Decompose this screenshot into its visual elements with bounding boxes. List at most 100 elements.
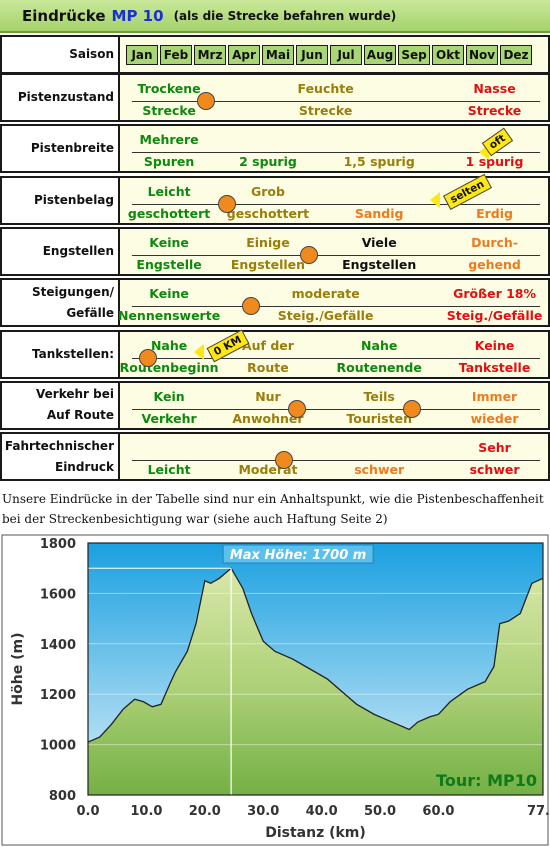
row-label-text: Pistenbelag: [34, 192, 114, 207]
scale-label-bottom: Strecke: [298, 103, 353, 118]
tour-label: Tour: MP10: [436, 771, 537, 790]
rating-row: Pistenzustand Trockene Strecke Feuchte Strec…: [0, 73, 550, 122]
row-label-text: Pistenbreite: [30, 141, 114, 156]
row-label-text: Pistenzustand: [17, 90, 114, 104]
scale-line: [132, 101, 540, 102]
scale-label-top: Auf der: [241, 337, 294, 353]
tag-arrow-icon: [430, 191, 440, 208]
month-cell: Apr: [228, 45, 260, 65]
scale-label-top: Grob: [250, 183, 285, 199]
scale-label-bottom: Sandig: [354, 205, 404, 221]
scale-label-bottom: schwer: [354, 462, 405, 478]
scale-label-top: Nur: [255, 388, 281, 404]
scale-label-bottom: wieder: [470, 410, 519, 426]
scale-label-bottom: 1,5 spurig: [343, 154, 415, 170]
y-axis-label: Höhe (m): [10, 632, 26, 705]
scale-label-top: Keine: [474, 337, 515, 353]
max-annotation: Max Höhe: 1700 m: [230, 548, 366, 563]
row-label: Pistenbelag: [2, 177, 120, 223]
row-label: Engstellen: [2, 228, 120, 274]
row-label-text: Engstellen: [42, 243, 114, 258]
scale-label-top: Trockene: [137, 81, 201, 96]
rating-row: Tankstellen: Nahe Routenbeginn Auf der Route…: [0, 329, 550, 379]
x-tick-label: 10.0: [130, 804, 162, 819]
scale-label-top: Teils: [363, 388, 395, 404]
plot-border: [87, 542, 544, 796]
row-label-text: Gefälle: [66, 305, 114, 320]
x-tick-label: 30.0: [247, 804, 279, 819]
rating-row: Steigungen/Gefälle Keine Nennenswerte moder…: [0, 278, 550, 328]
page-subtitle: (als die Strecke befahren wurde): [173, 8, 397, 23]
scale-label-bottom: Strecke: [142, 103, 196, 118]
month-cell: Sep: [398, 45, 430, 65]
rating-marker: [242, 297, 261, 316]
scale-line: [132, 357, 540, 359]
tag-arrow-icon: [479, 144, 489, 161]
rating-marker: [300, 245, 319, 264]
scale-label-top: Leicht: [147, 183, 191, 199]
scale-label-bottom: Erdig: [476, 205, 513, 221]
x-tick-label: 0.0: [76, 804, 99, 819]
month-cell: Feb: [160, 45, 192, 65]
tag-arrow-icon: [194, 343, 204, 360]
y-tick-label: 1200: [40, 688, 76, 703]
month-cell: Nov: [466, 45, 498, 65]
rating-row: Verkehr bei Auf Route Kein Verkehr Nur Anwohn…: [0, 380, 550, 430]
scale-label-bottom: Route: [247, 359, 289, 375]
scale-label-top: Kein: [153, 388, 185, 404]
scale-label-bottom: Spuren: [143, 154, 195, 170]
y-tick-label: 1400: [40, 638, 76, 653]
scale-label-bottom: Engstellen: [342, 256, 417, 272]
y-tick-label: 800: [49, 789, 76, 804]
rating-row: Fahrtechnischer Eindruck Leicht Moderat schw…: [0, 432, 550, 482]
scale-label-top: Keine: [149, 286, 189, 302]
scale-label-top: Nahe: [361, 337, 398, 353]
rating-row: Engstellen Keine Engstelle Einige Engstellen…: [0, 226, 550, 276]
x-tick-label: 20.0: [189, 804, 221, 819]
scale-label-bottom: geschottert: [127, 205, 211, 221]
scale-label-bottom: Routenbeginn: [119, 359, 219, 375]
title-bar: Eindrücke MP 10 (als die Strecke befahre…: [0, 0, 550, 33]
rating-marker: [217, 194, 236, 213]
scale-line: [132, 254, 540, 256]
month-cell: Okt: [432, 45, 464, 65]
scale-label-bottom: gehend: [468, 256, 521, 272]
rating-marker: [403, 399, 422, 418]
rating-scale: Leicht geschottert Grob geschottert Sandig Er…: [122, 173, 548, 223]
scale-label-bottom: geschottert: [226, 205, 310, 221]
scale-label-bottom: Steig./Gefälle: [277, 308, 374, 324]
scale-label-bottom: Touristen: [346, 410, 412, 426]
rating-scale: Keine Nennenswerte moderate Steig./Gefälle G…: [118, 280, 548, 325]
rating-scale: Trockene Strecke Feuchte Strecke Nasse Streck…: [122, 75, 548, 120]
x-tick-label: 50.0: [364, 804, 396, 819]
y-tick-label: 1600: [40, 587, 76, 602]
row-label: Steigungen/Gefälle: [2, 280, 120, 326]
rating-scale: Kein Verkehr Nur Anwohner Teils Touristen Imme…: [122, 383, 548, 428]
scale-line: [132, 306, 540, 308]
x-tick-label: 40.0: [306, 804, 338, 819]
scale-label-top: Viele: [361, 234, 397, 250]
scale-label-bottom: 1 spurig: [465, 154, 524, 170]
month-cell: Dez: [500, 45, 532, 65]
scale-label-bottom: schwer: [469, 462, 520, 478]
scale-label-bottom: Engstellen: [230, 256, 306, 272]
scale-label-bottom: 2 spurig: [239, 154, 297, 170]
scale-label-top: Mehrere: [139, 132, 199, 148]
y-tick-label: 1800: [40, 537, 76, 552]
season-label: Saison: [69, 47, 114, 61]
rating-marker: [197, 92, 216, 110]
scale-label-bottom: Verkehr: [141, 410, 197, 426]
x-tick-label: 77.9: [527, 804, 550, 819]
scale-label-bottom: Steig./Gefälle: [446, 308, 543, 324]
row-label: Saison: [2, 37, 120, 72]
scale-line: [132, 152, 540, 154]
scale-label-top: Größer 18%: [453, 286, 537, 302]
scale-line: [132, 203, 540, 205]
row-label-text: Tankstellen:: [32, 346, 114, 361]
max-annotation-box: [222, 544, 374, 564]
elevation-line: [87, 567, 544, 743]
chart-svg: 800 1000 1200 1400 1600 1800 0.0 10.0 20.0 30.0 40…: [0, 533, 550, 847]
scale-label-bottom: Routenende: [336, 359, 422, 375]
month-cell: Mrz: [194, 45, 226, 65]
rating-row: Pistenbreite Mehrere Spuren 2 spurig 1,5 spu…: [0, 124, 550, 174]
